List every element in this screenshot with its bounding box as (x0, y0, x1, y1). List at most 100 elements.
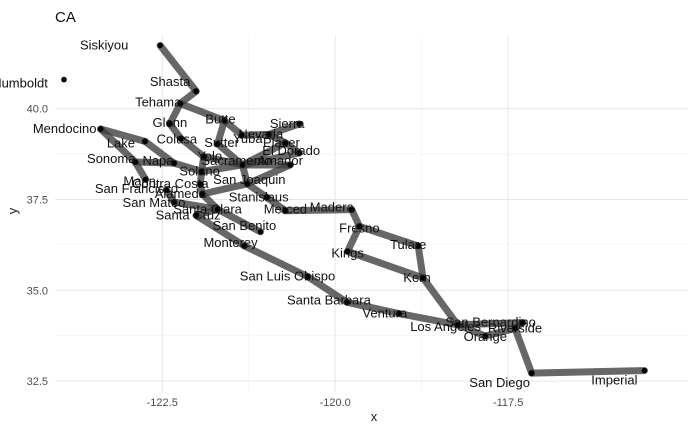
adjacency-edge (192, 211, 249, 250)
county-point (244, 181, 251, 187)
adjacency-edge (166, 100, 184, 128)
county-label: San Joaquin (213, 172, 285, 187)
county-point (142, 138, 148, 145)
adjacency-edge (419, 274, 462, 329)
county-label: Sierra (270, 116, 305, 131)
county-point (61, 76, 67, 83)
adjacency-edge (97, 125, 139, 166)
county-label: Sacramento (201, 153, 271, 168)
adjacency-edge (414, 242, 427, 282)
county-label: San Luis Obispo (240, 268, 335, 283)
county-label: Tehama (135, 95, 182, 110)
county-label: Butte (205, 112, 235, 127)
county-point (200, 153, 207, 160)
county-label: San Bernardino (445, 315, 535, 330)
county-label: El Dorado (262, 143, 320, 158)
adjacency-edge (281, 206, 356, 215)
adjacency-edge (454, 321, 489, 340)
adjacency-edge (304, 272, 351, 306)
adjacency-edge (263, 193, 289, 215)
label-layer: Siskiyou Humboldt Shasta Tehama Glenn Butte Si… (0, 37, 638, 390)
y-tick-label: 35.0 (27, 285, 48, 297)
county-point (304, 273, 311, 280)
county-point (296, 121, 303, 127)
adjacency-edge (214, 205, 264, 236)
county-point (396, 310, 402, 317)
county-label: San Francisco (95, 181, 178, 196)
county-label: Glenn (152, 115, 187, 130)
county-point (420, 275, 426, 281)
adjacency-edge (170, 159, 206, 175)
county-point (221, 117, 228, 124)
county-label: Monterey (203, 235, 258, 250)
adjacency-edge (481, 324, 519, 340)
adjacency-edge (177, 134, 208, 161)
x-tick-label: -122.5 (147, 397, 178, 409)
county-label: Napa (142, 153, 174, 168)
county-label: San Diego (469, 375, 530, 390)
x-tick-label: -117.5 (493, 397, 523, 409)
adjacency-edge (214, 117, 228, 148)
adjacency-edge (265, 120, 303, 138)
county-point (193, 88, 199, 95)
chart-title: CA (55, 9, 76, 26)
county-label: Tulare (390, 237, 426, 252)
county-label: Santa Clara (173, 201, 242, 216)
edge-layer (97, 41, 648, 377)
county-label: Yolo (197, 149, 222, 164)
y-tick-label: 40.0 (27, 104, 48, 116)
county-label: Orange (464, 329, 507, 344)
county-point (198, 168, 205, 175)
county-point (344, 248, 351, 255)
county-label: Marin (123, 173, 156, 188)
county-point (296, 150, 303, 156)
county-point (257, 229, 264, 235)
county-point (282, 207, 289, 214)
county-label: Stanislaus (229, 189, 289, 204)
county-label: Lake (107, 135, 135, 150)
adjacency-edge (511, 324, 536, 377)
county-point (171, 199, 177, 205)
county-label: Kings (331, 245, 364, 260)
adjacency-edge (198, 161, 246, 175)
adjacency-edge (355, 222, 422, 250)
adjacency-edge (343, 298, 403, 318)
adjacency-edge (395, 310, 462, 329)
county-point (193, 212, 199, 219)
adjacency-edge (156, 41, 200, 95)
county-label: Placer (263, 135, 301, 150)
adjacency-edge (243, 161, 294, 188)
grid-layer (55, 36, 688, 392)
county-label: Sonoma (87, 151, 136, 166)
county-point (157, 42, 163, 49)
adjacency-edge (528, 367, 648, 377)
county-label: Madera (310, 200, 355, 215)
county-label: Alameda (155, 186, 207, 201)
county-label: Los Angeles (410, 319, 481, 334)
county-point (97, 126, 104, 132)
county-point (282, 140, 289, 146)
county-label: Ventura (362, 306, 408, 321)
county-point (415, 243, 421, 249)
county-label: Siskiyou (80, 37, 128, 52)
adjacency-edge (454, 319, 527, 329)
county-label: Merced (264, 202, 307, 217)
county-label: Humboldt (0, 76, 48, 91)
county-point (519, 319, 526, 326)
county-point (287, 162, 294, 168)
county-point (177, 100, 184, 107)
county-label: Riverside (488, 320, 542, 335)
county-point (344, 299, 350, 306)
county-point (167, 121, 173, 127)
county-point (482, 333, 489, 339)
county-point (454, 321, 461, 328)
county-label: Colusa (157, 131, 198, 146)
county-label: Yuba (233, 131, 263, 146)
county-label: Shasta (150, 74, 191, 89)
county-label: Santa Cruz (156, 207, 221, 222)
adjacency-edge (344, 247, 427, 282)
county-point (178, 135, 184, 142)
axis-layer: -122.5 -120.0 -117.5 32.5 35.0 37.5 40.0 (27, 104, 524, 409)
county-point (197, 181, 204, 188)
adjacency-edge (97, 125, 149, 145)
